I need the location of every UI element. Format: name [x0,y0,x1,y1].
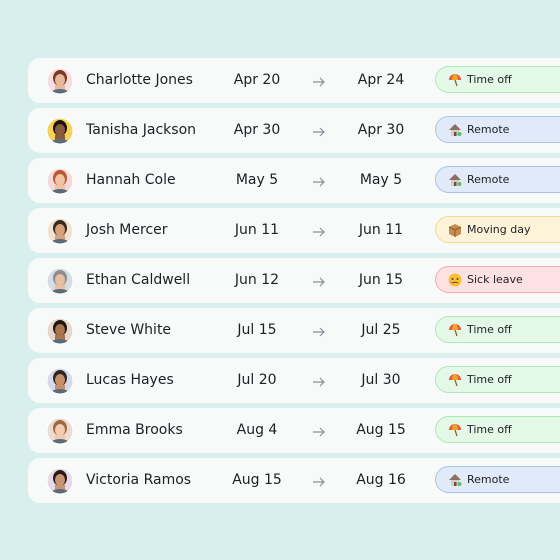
status-label: Time off [467,423,512,436]
arrow-icon [312,374,326,393]
person-name: Tanisha Jackson [86,122,197,138]
arrow-icon [312,274,326,293]
status-pill: Sick leave [435,266,560,293]
person-name: Charlotte Jones [86,72,193,88]
person-name: Lucas Hayes [86,372,174,388]
person-name: Emma Brooks [86,422,183,438]
status-label: Remote [467,473,510,486]
status-label: Time off [467,73,512,86]
row: Josh Mercer Jun 11 Jun 11 Moving day [28,208,560,253]
status-pill: Remote [435,166,560,193]
person-name: Josh Mercer [86,222,168,238]
avatar [46,67,74,99]
start-date: Aug 4 [236,422,278,438]
arrow-icon [312,224,326,243]
status-label: Time off [467,323,512,336]
row: Steve White Jul 15 Jul 25 Time off [28,308,560,353]
start-date: Jun 11 [234,222,280,238]
arrow-icon [312,324,326,343]
end-date: Jul 25 [361,322,401,338]
end-date: Aug 16 [356,472,406,488]
status-label: Remote [467,173,510,186]
avatar [46,167,74,199]
end-date: May 5 [359,172,403,188]
avatar [46,217,74,249]
end-date: Jun 15 [358,272,404,288]
row: Ethan Caldwell Jun 12 Jun 15 Sick leave [28,258,560,303]
status-pill: Remote [435,466,560,493]
row: Tanisha Jackson Apr 30 Apr 30 Remote [28,108,560,153]
person-name: Steve White [86,322,172,338]
arrow-icon [312,474,326,493]
avatar [46,267,74,299]
start-date: Apr 30 [233,122,281,138]
arrow-icon [312,74,326,93]
status-label: Remote [467,123,510,136]
status-label: Time off [467,373,512,386]
avatar [46,317,74,349]
start-date: May 5 [235,172,279,188]
status-pill: Time off [435,316,560,343]
row: Hannah Cole May 5 May 5 Remote [28,158,560,203]
row: Lucas Hayes Jul 20 Jul 30 Time off [28,358,560,403]
status-pill: Time off [435,66,560,93]
start-date: Jul 20 [237,372,277,388]
arrow-icon [312,424,326,443]
avatar [46,367,74,399]
status-pill: Time off [435,366,560,393]
person-name: Victoria Ramos [86,472,192,488]
status-pill: Moving day [435,216,560,243]
start-date: Apr 20 [233,72,281,88]
person-name: Hannah Cole [86,172,176,188]
end-date: Apr 24 [357,72,405,88]
end-date: Jun 11 [358,222,404,238]
arrow-icon [312,124,326,143]
arrow-icon [312,174,326,193]
status-pill: Remote [435,116,560,143]
end-date: Aug 15 [356,422,406,438]
status-pill: Time off [435,416,560,443]
start-date: Jun 12 [234,272,280,288]
start-date: Aug 15 [232,472,282,488]
end-date: Apr 30 [357,122,405,138]
person-name: Ethan Caldwell [86,272,191,288]
row: Charlotte Jones Apr 20 Apr 24 Time off [28,58,560,103]
row: Victoria Ramos Aug 15 Aug 16 Remote [28,458,560,503]
avatar [46,467,74,499]
start-date: Jul 15 [237,322,277,338]
avatar [46,417,74,449]
avatar [46,117,74,149]
row: Emma Brooks Aug 4 Aug 15 Time off [28,408,560,453]
status-label: Moving day [467,223,531,236]
end-date: Jul 30 [361,372,401,388]
status-label: Sick leave [467,273,523,286]
